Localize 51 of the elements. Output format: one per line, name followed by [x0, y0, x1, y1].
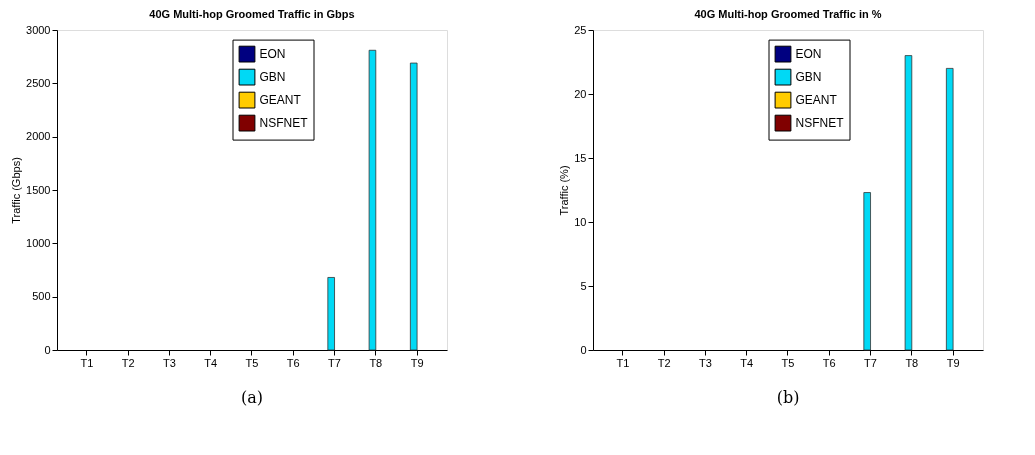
x-tick-label: T8	[369, 356, 383, 369]
x-tick-label: T5	[781, 356, 795, 369]
bar	[368, 49, 377, 351]
x-tick-label: T6	[286, 356, 300, 369]
legend-label: GBN	[795, 70, 822, 85]
legend-label: EON	[259, 47, 286, 62]
legend-label: EON	[795, 47, 822, 62]
legend-label: NSFNET	[259, 116, 309, 131]
y-tick-label: 1500	[26, 183, 51, 196]
text: (b)	[776, 388, 800, 407]
bar	[409, 62, 418, 351]
x-tick-label: T3	[163, 356, 176, 369]
x-tick-label: T6	[822, 356, 836, 369]
text: (a)	[240, 388, 264, 407]
x-tick-label: T4	[740, 356, 754, 369]
x-tick-label: T2	[657, 356, 671, 369]
y-tick-label: 10	[574, 215, 587, 228]
legend-label: GEANT	[259, 93, 302, 108]
x-tick-label: T1	[80, 356, 94, 369]
x-tick-label: T4	[204, 356, 218, 369]
y-tick-label: 2500	[26, 76, 51, 89]
y-tick-label: 3000	[26, 23, 51, 36]
bar	[327, 277, 335, 351]
chart-title: 40G Multi-hop Groomed Traffic in Gbps	[149, 8, 355, 20]
legend-label: NSFNET	[795, 116, 845, 131]
y-tick-label: 0	[44, 343, 51, 356]
x-tick-label: T7	[328, 356, 341, 369]
legend-label: GEANT	[795, 93, 838, 108]
x-tick-label: T8	[905, 356, 919, 369]
x-tick-label: T3	[699, 356, 712, 369]
x-tick-label: T7	[864, 356, 877, 369]
y-axis-title: Traffic (Gbps)	[10, 157, 23, 224]
y-tick-label: 0	[580, 343, 587, 356]
bar	[904, 55, 913, 351]
x-tick-label: T1	[616, 356, 630, 369]
y-tick-label: 2000	[26, 130, 51, 143]
y-tick-label: 15	[574, 151, 587, 164]
bar	[945, 68, 954, 351]
y-tick-label: 20	[574, 87, 587, 100]
chart-title: 40G Multi-hop Groomed Traffic in %	[694, 8, 882, 20]
y-tick-label: 5	[580, 279, 587, 292]
x-tick-label: T9	[946, 356, 960, 369]
x-tick-label: T5	[245, 356, 259, 369]
y-axis-title: Traffic (%)	[558, 165, 571, 216]
y-tick-label: 25	[574, 23, 587, 36]
bar	[863, 192, 871, 351]
y-tick-label: 500	[32, 290, 51, 303]
y-tick-label: 1000	[26, 236, 51, 249]
legend-label: GBN	[259, 70, 286, 85]
x-tick-label: T2	[121, 356, 135, 369]
x-tick-label: T9	[410, 356, 424, 369]
